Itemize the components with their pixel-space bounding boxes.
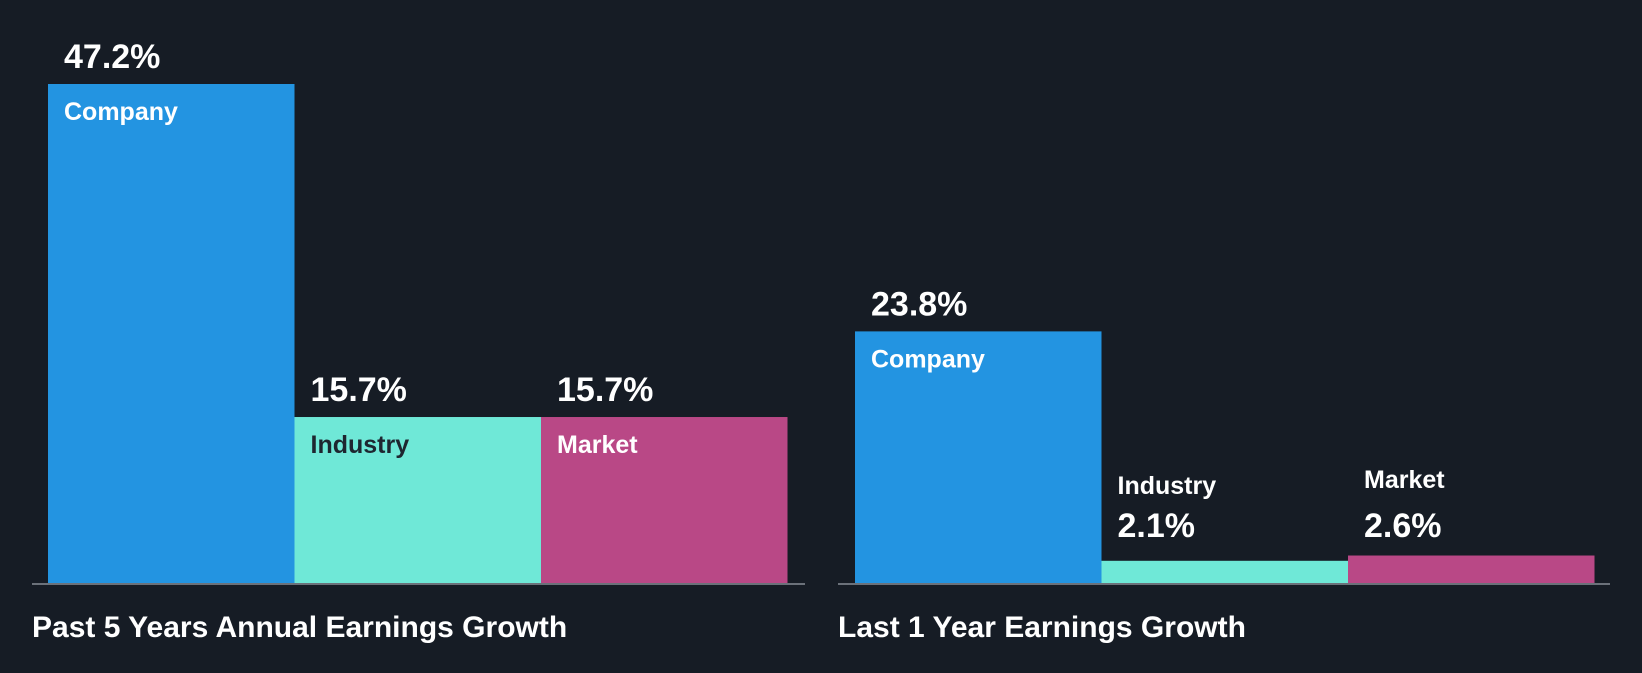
company-value-label: 23.8% <box>871 285 967 323</box>
industry-value-label: 15.7% <box>311 371 407 409</box>
industry-category-label: Industry <box>311 431 410 459</box>
company-bar <box>855 331 1102 583</box>
company-bar <box>48 84 295 583</box>
chart-title: Past 5 Years Annual Earnings Growth <box>32 611 567 644</box>
market-bar <box>1348 555 1595 583</box>
market-bar <box>541 417 788 583</box>
market-value-label: 15.7% <box>557 371 653 409</box>
market-value-label: 2.6% <box>1364 507 1442 545</box>
industry-bar <box>294 417 541 583</box>
market-category-label: Market <box>557 431 638 459</box>
company-category-label: Company <box>64 98 178 126</box>
industry-category-label: Industry <box>1118 472 1217 500</box>
company-category-label: Company <box>871 345 985 373</box>
company-value-label: 47.2% <box>64 38 160 76</box>
chart-title: Last 1 Year Earnings Growth <box>838 611 1246 644</box>
market-category-label: Market <box>1364 466 1445 494</box>
industry-value-label: 2.1% <box>1118 507 1196 545</box>
industry-bar <box>1101 560 1348 583</box>
